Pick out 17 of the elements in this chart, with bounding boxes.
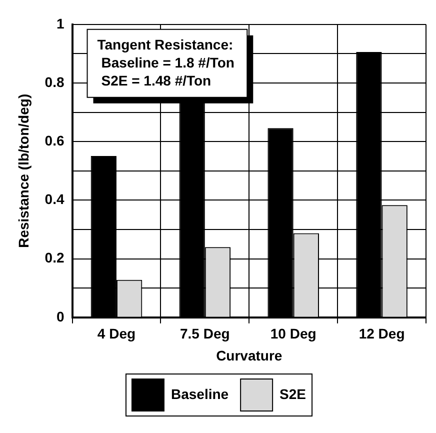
y-tick-label: 0.4 [44,191,64,208]
legend-label: Baseline [170,386,229,402]
y-tick-label: 1 [56,15,64,32]
x-tick-label: 4 Deg [97,326,136,342]
x-axis-title: Curvature [216,347,282,364]
y-tick-label: 0 [56,308,64,324]
x-tick-label: 10 Deg [270,326,316,342]
annotation: Baseline = 1.8 #/Ton [101,54,234,70]
y-tick-label: 0.2 [44,250,64,266]
annotation: Tangent Resistance: [97,36,234,52]
x-tick-label: 12 Deg [358,326,405,342]
y-tick-label: 0.8 [44,74,64,90]
y-axis-title: Resistance (lb/ton/deg) [15,94,32,248]
annotation: S2E = 1.48 #/Ton [101,72,212,88]
y-tick-label: 0.6 [44,132,64,148]
x-tick-label: 7.5 Deg [180,326,230,342]
legend-label: S2E [280,386,306,402]
